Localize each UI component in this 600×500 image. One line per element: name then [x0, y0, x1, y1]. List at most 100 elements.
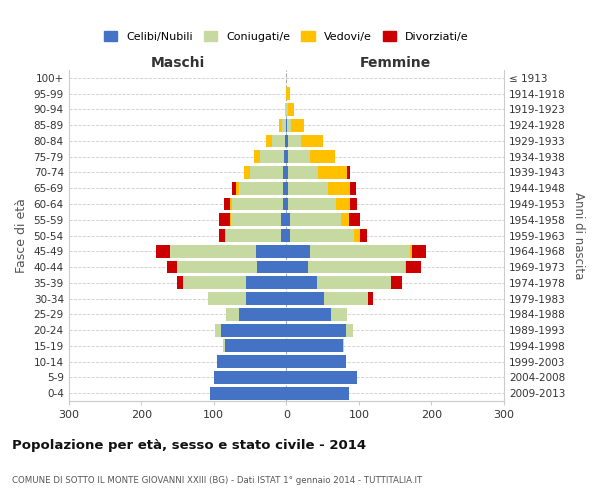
Text: COMUNE DI SOTTO IL MONTE GIOVANNI XXIII (BG) - Dati ISTAT 1° gennaio 2014 - TUTT: COMUNE DI SOTTO IL MONTE GIOVANNI XXIII …	[12, 476, 422, 485]
Bar	[236, 182, 239, 194]
Bar	[226, 308, 239, 321]
Bar	[256, 245, 286, 258]
Bar	[289, 198, 335, 210]
Bar	[219, 214, 230, 226]
Bar	[239, 308, 286, 321]
Bar	[224, 340, 286, 352]
Bar	[412, 245, 427, 258]
Bar	[350, 182, 356, 194]
Bar	[286, 229, 290, 242]
Bar	[359, 229, 367, 242]
Bar	[178, 260, 257, 274]
Bar	[230, 198, 232, 210]
Bar	[310, 150, 335, 163]
Bar	[324, 292, 368, 305]
Bar	[286, 214, 290, 226]
Bar	[290, 118, 304, 132]
Bar	[266, 134, 272, 147]
Bar	[289, 166, 317, 179]
Bar	[221, 324, 286, 336]
Bar	[310, 245, 410, 258]
Bar	[182, 276, 247, 289]
Bar	[244, 166, 250, 179]
Bar	[346, 324, 353, 336]
Bar	[281, 214, 286, 226]
Bar	[178, 276, 182, 289]
Bar	[282, 118, 286, 132]
Bar	[170, 245, 256, 258]
Bar	[404, 260, 406, 274]
Bar	[286, 182, 289, 194]
Text: Femmine: Femmine	[359, 56, 431, 70]
Bar	[391, 276, 401, 289]
Bar	[286, 371, 356, 384]
Bar	[283, 198, 286, 210]
Bar	[231, 214, 281, 226]
Bar	[286, 87, 290, 100]
Bar	[290, 214, 341, 226]
Bar	[214, 371, 286, 384]
Bar	[232, 182, 236, 194]
Bar	[343, 340, 344, 352]
Bar	[368, 292, 373, 305]
Bar	[410, 245, 412, 258]
Bar	[350, 198, 358, 210]
Bar	[156, 245, 170, 258]
Bar	[223, 340, 224, 352]
Text: Popolazione per età, sesso e stato civile - 2014: Popolazione per età, sesso e stato civil…	[12, 440, 366, 452]
Bar	[287, 118, 290, 132]
Y-axis label: Anni di nascita: Anni di nascita	[572, 192, 585, 279]
Bar	[283, 166, 286, 179]
Bar	[286, 260, 308, 274]
Bar	[317, 166, 347, 179]
Bar	[208, 292, 247, 305]
Bar	[286, 198, 289, 210]
Bar	[250, 166, 283, 179]
Bar	[288, 150, 310, 163]
Bar	[347, 166, 350, 179]
Bar	[286, 276, 317, 289]
Bar	[406, 260, 421, 274]
Bar	[286, 340, 343, 352]
Bar	[354, 229, 359, 242]
Bar	[285, 134, 286, 147]
Bar	[288, 103, 293, 116]
Bar	[286, 308, 331, 321]
Y-axis label: Fasce di età: Fasce di età	[15, 198, 28, 273]
Bar	[286, 245, 310, 258]
Bar	[286, 292, 324, 305]
Text: Maschi: Maschi	[151, 56, 205, 70]
Bar	[247, 292, 286, 305]
Bar	[290, 229, 354, 242]
Bar	[239, 182, 283, 194]
Bar	[217, 355, 286, 368]
Bar	[317, 276, 391, 289]
Bar	[279, 118, 282, 132]
Bar	[257, 260, 286, 274]
Bar	[349, 214, 361, 226]
Bar	[286, 166, 289, 179]
Bar	[232, 198, 283, 210]
Bar	[341, 214, 349, 226]
Bar	[286, 324, 346, 336]
Bar	[308, 260, 404, 274]
Legend: Celibi/Nubili, Coniugati/e, Vedovi/e, Divorziati/e: Celibi/Nubili, Coniugati/e, Vedovi/e, Di…	[100, 27, 473, 46]
Bar	[215, 324, 221, 336]
Bar	[286, 103, 288, 116]
Bar	[167, 260, 178, 274]
Bar	[272, 134, 285, 147]
Bar	[230, 214, 231, 226]
Bar	[286, 134, 288, 147]
Bar	[210, 386, 286, 400]
Bar	[286, 386, 349, 400]
Bar	[247, 276, 286, 289]
Bar	[289, 182, 328, 194]
Bar	[224, 229, 226, 242]
Bar	[219, 229, 224, 242]
Bar	[288, 134, 301, 147]
Bar	[286, 150, 288, 163]
Bar	[301, 134, 323, 147]
Bar	[331, 308, 347, 321]
Bar	[335, 198, 350, 210]
Bar	[285, 103, 286, 116]
